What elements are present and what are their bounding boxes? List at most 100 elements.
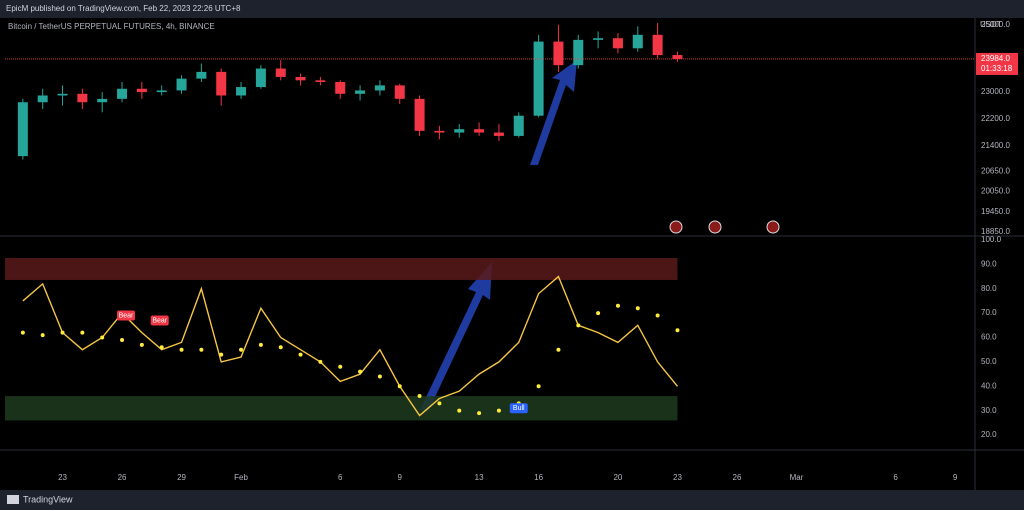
signal-dot	[298, 352, 303, 357]
candle-body	[612, 38, 623, 49]
signal-dot	[358, 369, 363, 374]
y-tick-label: 21400.0	[981, 141, 1010, 150]
candle-body	[394, 85, 405, 99]
event-icon[interactable]	[708, 220, 722, 234]
y-tick-label: 19450.0	[981, 207, 1010, 216]
candle-body	[374, 85, 385, 91]
x-tick-label: 20	[613, 473, 622, 482]
x-tick-label: 13	[475, 473, 484, 482]
signal-dot	[120, 337, 125, 342]
signal-label: Bull	[513, 405, 525, 412]
candle-body	[355, 90, 366, 94]
y-tick-label: 100.0	[981, 235, 1002, 244]
signal-tag	[150, 315, 169, 326]
signal-dot	[20, 330, 25, 335]
y-tick-label: 22200.0	[981, 114, 1010, 123]
signal-label: Bear	[152, 317, 167, 324]
y-tick-label: 23000.0	[981, 87, 1010, 96]
candle-body	[77, 93, 88, 103]
axis-unit: USDT	[980, 20, 1002, 29]
last-price-box	[976, 52, 1018, 75]
last-price-label: 23984.0	[981, 54, 1010, 63]
signal-dot	[60, 330, 65, 335]
signal-dot	[139, 342, 144, 347]
candle-body	[652, 34, 663, 56]
x-tick-label: 26	[118, 473, 127, 482]
zone	[5, 396, 678, 421]
candle-body	[216, 71, 227, 96]
y-tick-label: 50.0	[981, 357, 997, 366]
candle-body	[295, 76, 306, 81]
candle-body	[255, 68, 266, 88]
x-tick-label: 9	[953, 473, 958, 482]
signal-dot	[477, 411, 482, 416]
countdown: 01:33:18	[981, 64, 1013, 73]
footer: TradingView	[23, 494, 73, 504]
signal-dot	[655, 313, 660, 318]
x-tick-label: 9	[398, 473, 403, 482]
event-icon[interactable]	[669, 220, 683, 234]
candle-body	[335, 82, 346, 94]
y-tick-label: 30.0	[981, 406, 997, 415]
signal-dot	[675, 328, 680, 333]
y-tick-label: 20050.0	[981, 187, 1010, 196]
signal-dot	[377, 374, 382, 379]
x-tick-label: 29	[177, 473, 186, 482]
candle-body	[17, 102, 28, 157]
signal-dot	[397, 384, 402, 389]
signal-tag	[117, 310, 136, 321]
candle-body	[236, 87, 247, 96]
signal-dot	[576, 323, 581, 328]
signal-dot	[100, 335, 105, 340]
candle-body	[37, 95, 48, 103]
signal-dot	[556, 347, 561, 352]
candle-body	[632, 34, 643, 49]
x-tick-label: 23	[673, 473, 682, 482]
signal-dot	[199, 347, 204, 352]
x-tick-label: Mar	[790, 473, 804, 482]
x-tick-label: 26	[733, 473, 742, 482]
candle-body	[275, 68, 286, 77]
y-tick-label: 20.0	[981, 430, 997, 439]
signal-dot	[437, 401, 442, 406]
candle-body	[672, 55, 683, 59]
x-tick-label: 16	[534, 473, 543, 482]
candle-body	[553, 41, 564, 66]
logo	[7, 495, 19, 504]
signal-dot	[615, 303, 620, 308]
signal-dot	[635, 306, 640, 311]
event-icon[interactable]	[766, 220, 780, 234]
arrow	[530, 60, 577, 165]
candle-body	[454, 129, 465, 133]
candle-body	[513, 115, 524, 136]
signal-dot	[417, 394, 422, 399]
candle-body	[196, 71, 207, 79]
x-tick-label: 6	[893, 473, 898, 482]
candle-body	[474, 129, 485, 133]
signal-label: Bear	[119, 312, 134, 319]
candle-body	[414, 98, 425, 131]
x-tick-label: 6	[338, 473, 343, 482]
signal-dot	[80, 330, 85, 335]
oscillator-line	[22, 275, 678, 417]
zone	[5, 258, 678, 280]
y-tick-label: 70.0	[981, 308, 997, 317]
bottom-bar	[0, 490, 1024, 510]
candle-body	[493, 132, 504, 136]
signal-tag	[509, 403, 528, 414]
signal-dot	[496, 408, 501, 413]
signal-dot	[219, 352, 224, 357]
x-tick-label: 23	[58, 473, 67, 482]
y-tick-label: 80.0	[981, 284, 997, 293]
candle-body	[315, 80, 326, 83]
candle-body	[434, 130, 445, 133]
candle-body	[176, 78, 187, 91]
y-tick-label: 60.0	[981, 333, 997, 342]
signal-dot	[536, 384, 541, 389]
candle-body	[593, 38, 604, 40]
y-tick-label: 25000.0	[981, 20, 1010, 29]
signal-dot	[318, 359, 323, 364]
y-tick-label: 20650.0	[981, 166, 1010, 175]
candle-body	[533, 41, 544, 116]
